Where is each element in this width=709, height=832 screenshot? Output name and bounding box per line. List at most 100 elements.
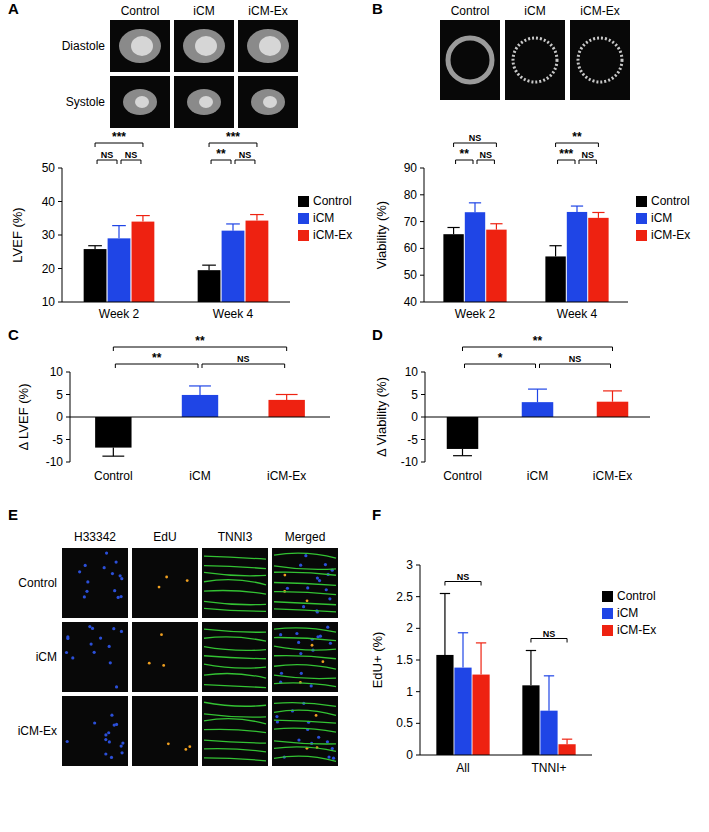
error-cap: [490, 223, 502, 224]
error-bar: [526, 651, 536, 686]
legend: ControliCMiCM-Ex: [602, 589, 656, 637]
error-bar: [136, 216, 150, 222]
image-detail: [135, 96, 149, 108]
image-detail: [204, 685, 266, 688]
image-detail: [274, 747, 336, 752]
image-detail: [274, 592, 336, 595]
x-axis: [420, 755, 592, 756]
y-tick: [416, 565, 420, 566]
image-column-label: iCM: [524, 4, 545, 18]
y-tick: [421, 462, 425, 463]
y-tick-label: -10: [46, 455, 64, 469]
error-cap: [544, 675, 554, 676]
plot-area: [447, 389, 629, 456]
image-detail: [274, 566, 336, 570]
x-tick-label: Week 2: [99, 307, 140, 321]
image-detail: [299, 564, 302, 567]
y-tick: [420, 248, 424, 249]
image-detail: [578, 38, 622, 82]
significance-label: ***: [112, 130, 126, 144]
bar: [443, 234, 463, 302]
panel-label: D: [372, 326, 383, 343]
error-bar: [440, 594, 450, 655]
image-detail: [331, 747, 334, 750]
image-detail: [184, 748, 187, 751]
image-detail: [115, 723, 118, 726]
y-tick: [421, 394, 425, 395]
y-tick: [58, 201, 62, 202]
y-tick: [416, 755, 420, 756]
significance-label: NS: [569, 354, 582, 364]
bar: [540, 711, 557, 755]
image-detail: [85, 590, 88, 593]
image-detail: [71, 656, 74, 659]
bar: [567, 212, 587, 302]
image-panel: ControliCMiCM-ExDiastoleSystole: [62, 4, 298, 128]
legend-swatch: [602, 625, 613, 636]
legend-swatch: [298, 213, 309, 224]
legend-swatch: [636, 196, 647, 207]
legend-label: iCM-Ex: [313, 228, 352, 242]
error-bar: [447, 227, 459, 234]
image-detail: [280, 672, 283, 675]
image-detail: [120, 751, 123, 754]
image-detail: [326, 626, 329, 629]
image-detail: [204, 719, 266, 724]
image-detail: [204, 656, 266, 659]
image-detail: [131, 36, 153, 56]
y-axis-label: Δ LVEF (%): [16, 384, 31, 451]
image-detail: [78, 570, 81, 573]
error-bar: [528, 389, 547, 402]
image-detail: [328, 597, 331, 600]
image-detail: [295, 632, 298, 635]
x-tick-label: All: [456, 761, 469, 775]
significance-bracket: [454, 143, 497, 147]
image-detail: [316, 576, 319, 579]
y-tick-label: 1.5: [396, 653, 413, 667]
image-detail: [120, 595, 123, 598]
y-tick: [420, 221, 424, 222]
image-column-label: Control: [121, 4, 160, 18]
image-detail: [274, 720, 336, 723]
image-column-label: iCM-Ex: [248, 4, 287, 18]
image-row-label: iCM: [36, 650, 57, 664]
y-tick: [421, 372, 425, 373]
image-detail: [107, 731, 110, 734]
image-detail: [104, 752, 107, 755]
image-detail: [247, 29, 289, 63]
image-detail: [274, 609, 336, 612]
y-tick: [420, 194, 424, 195]
image-detail: [148, 662, 151, 665]
image-detail: [297, 738, 300, 741]
image-detail: [165, 576, 168, 579]
image-row-label: Systole: [66, 95, 106, 109]
image-detail: [251, 89, 285, 115]
image-detail: [274, 553, 336, 558]
error-bar: [476, 643, 486, 675]
error-line: [208, 265, 209, 270]
image-detail: [204, 749, 266, 752]
error-line: [199, 386, 200, 395]
image-detail: [204, 647, 266, 651]
image-detail: [204, 629, 266, 632]
error-bar: [112, 226, 126, 239]
y-tick-label: 50: [404, 268, 418, 282]
error-cap: [440, 593, 450, 594]
image: [272, 548, 338, 618]
image-column-label: iCM: [193, 4, 214, 18]
image-detail: [300, 672, 303, 675]
image-detail: [115, 560, 118, 563]
legend-swatch: [636, 213, 647, 224]
error-cap: [136, 215, 150, 216]
image-row-label: iCM-Ex: [18, 724, 57, 738]
bar: [436, 655, 453, 755]
image-detail: [109, 661, 112, 664]
image-detail: [324, 563, 327, 566]
image-detail: [199, 96, 213, 108]
panel-label: A: [8, 0, 19, 17]
y-tick: [66, 417, 70, 418]
image-detail: [112, 627, 115, 630]
significance-label: **: [152, 351, 162, 365]
y-tick-label: 5: [411, 388, 418, 402]
image-detail: [274, 602, 336, 605]
